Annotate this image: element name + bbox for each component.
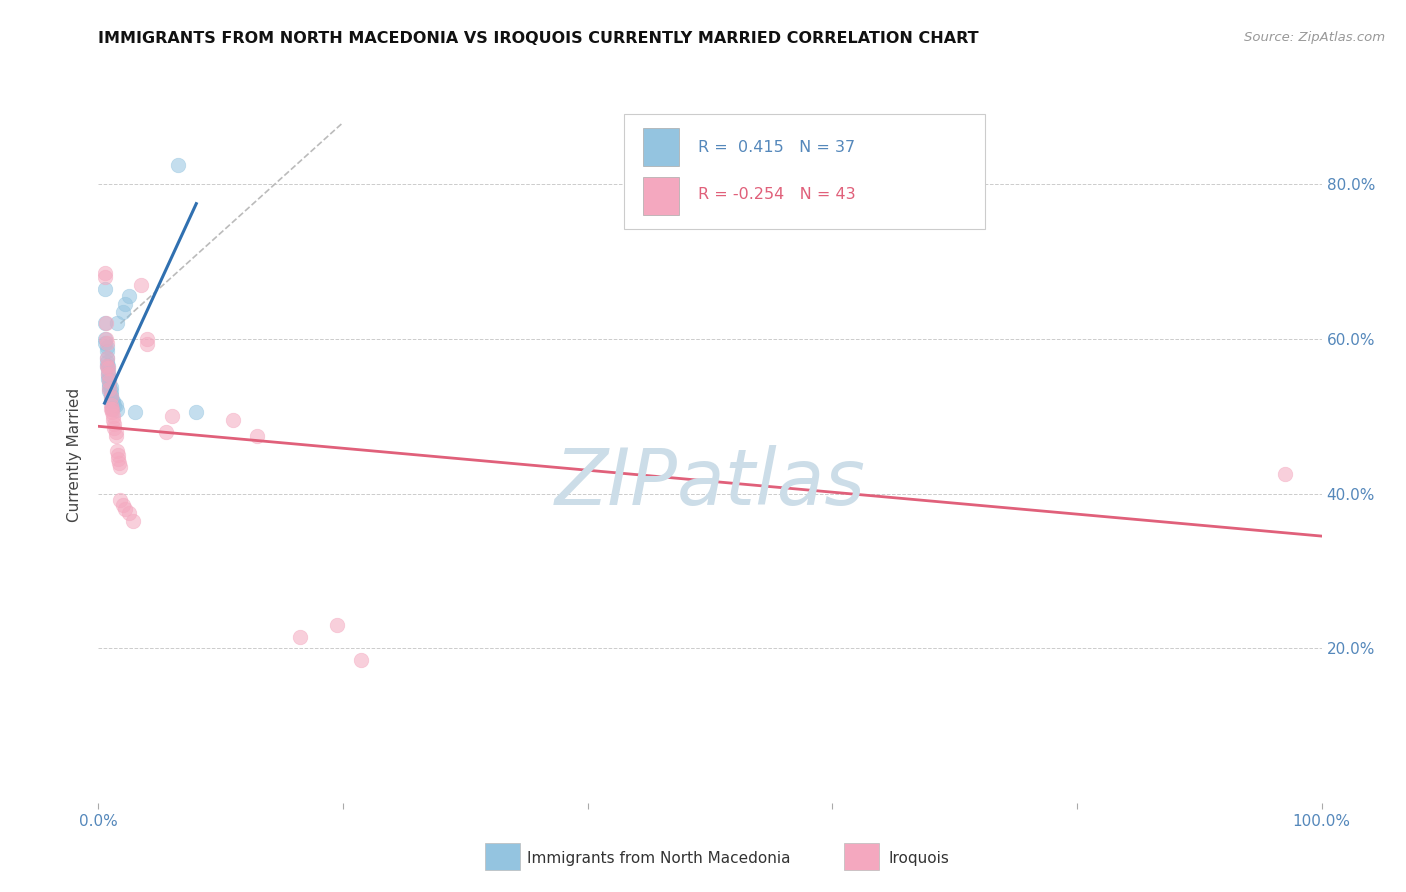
Point [118, 506, 141, 520]
Point [100, 387, 122, 401]
Point [104, 398, 127, 412]
Point [111, 498, 134, 512]
Point [96, 359, 118, 373]
Point [186, 405, 208, 419]
Point [124, 405, 146, 419]
Y-axis label: Currently Married: Currently Married [67, 388, 83, 522]
Point [100, 390, 122, 404]
Point [136, 332, 159, 346]
Point [290, 630, 312, 644]
Point [107, 448, 129, 462]
Point [93, 270, 115, 285]
Point [246, 428, 269, 442]
Point [96, 343, 118, 358]
Point [96, 359, 118, 373]
Point [222, 413, 245, 427]
Point [96, 355, 118, 369]
Bar [643, 177, 679, 215]
Point [110, 459, 132, 474]
Point [100, 401, 122, 416]
Point [105, 403, 128, 417]
Text: ZIPatlas: ZIPatlas [554, 445, 866, 521]
Point [96, 340, 118, 354]
Text: IMMIGRANTS FROM NORTH MACEDONIA VS IROQUOIS CURRENTLY MARRIED CORRELATION CHART: IMMIGRANTS FROM NORTH MACEDONIA VS IROQU… [98, 31, 979, 46]
Point [111, 305, 134, 319]
Point [97, 367, 120, 381]
Point [350, 653, 373, 667]
Point [98, 382, 121, 396]
Text: Iroquois: Iroquois [889, 851, 949, 866]
Point [107, 451, 129, 466]
Point [100, 398, 122, 412]
Point [129, 277, 152, 292]
Point [98, 384, 121, 398]
Point [101, 409, 124, 424]
Point [100, 384, 122, 398]
Point [93, 282, 115, 296]
Text: Immigrants from North Macedonia: Immigrants from North Macedonia [527, 851, 790, 866]
Point [105, 444, 128, 458]
Point [96, 351, 118, 366]
Point [101, 398, 124, 412]
Point [96, 335, 118, 350]
Point [101, 393, 124, 408]
Point [103, 398, 125, 412]
Point [93, 317, 115, 331]
Point [121, 514, 143, 528]
Point [104, 425, 127, 439]
Point [118, 289, 141, 303]
Point [103, 421, 125, 435]
Point [136, 337, 159, 351]
Point [103, 417, 125, 431]
Point [98, 380, 121, 394]
Point [101, 401, 124, 416]
Point [97, 364, 120, 378]
Point [98, 376, 121, 391]
Point [100, 390, 122, 404]
Point [108, 456, 131, 470]
Point [101, 405, 124, 419]
Point [98, 375, 121, 389]
Point [100, 380, 122, 394]
Point [94, 332, 117, 346]
Text: R =  0.415   N = 37: R = 0.415 N = 37 [697, 140, 855, 154]
Point [326, 618, 349, 632]
Point [101, 401, 124, 416]
Point [114, 297, 136, 311]
Point [114, 502, 136, 516]
Point [1274, 467, 1296, 482]
Point [98, 372, 121, 386]
Point [93, 335, 115, 350]
Point [101, 393, 124, 408]
Point [101, 413, 124, 427]
Point [97, 360, 120, 375]
Text: R = -0.254   N = 43: R = -0.254 N = 43 [697, 187, 855, 202]
Point [93, 266, 115, 280]
Point [97, 368, 120, 383]
Point [96, 351, 118, 366]
Point [94, 317, 117, 331]
Point [93, 332, 115, 346]
FancyBboxPatch shape [624, 114, 986, 229]
Point [105, 317, 128, 331]
Point [155, 425, 177, 439]
Point [104, 428, 127, 442]
Point [160, 409, 183, 424]
Point [97, 372, 120, 386]
Text: Source: ZipAtlas.com: Source: ZipAtlas.com [1244, 31, 1385, 45]
Point [167, 158, 190, 172]
Bar [643, 128, 679, 166]
Point [110, 492, 132, 507]
Point [97, 359, 120, 373]
